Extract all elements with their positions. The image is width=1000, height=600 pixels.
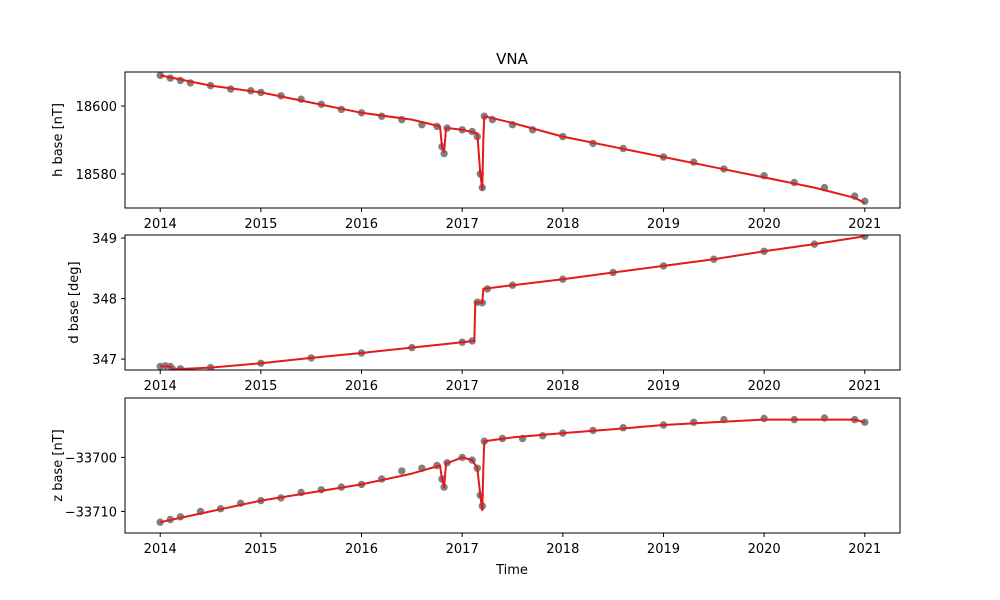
x-tick-label: 2021 bbox=[848, 542, 881, 557]
y-tick-label: 18600 bbox=[76, 100, 117, 115]
x-tick-label: 2021 bbox=[848, 217, 881, 232]
x-tick-label: 2019 bbox=[647, 217, 680, 232]
fit-line-3 bbox=[159, 418, 866, 524]
axis-frame-3 bbox=[124, 397, 901, 534]
y-tick-label: 347 bbox=[92, 353, 117, 368]
panel-3: 2014 2015 2016 2017 2018 2019 2020 2021 −33710 −3… bbox=[51, 397, 901, 557]
data-point bbox=[398, 467, 406, 475]
y-tick-label: −33700 bbox=[65, 451, 117, 466]
x-tick-label: 2019 bbox=[647, 542, 680, 557]
data-points-2 bbox=[156, 235, 869, 370]
plot-area-3 bbox=[156, 414, 869, 526]
x-tick-label: 2020 bbox=[748, 379, 781, 394]
x-tick-label: 2018 bbox=[546, 542, 579, 557]
plot-area-2 bbox=[156, 235, 869, 370]
x-tick-label: 2017 bbox=[446, 542, 479, 557]
x-tick-label: 2016 bbox=[345, 379, 378, 394]
data-point bbox=[760, 414, 768, 423]
axis-frame-1 bbox=[124, 71, 901, 209]
x-tick-label: 2014 bbox=[144, 217, 177, 232]
x-tick-label: 2015 bbox=[244, 379, 277, 394]
plot-area-1 bbox=[156, 72, 869, 205]
y-tick-label: −33710 bbox=[65, 505, 117, 520]
y-axis-label-2: d base [deg] bbox=[67, 261, 82, 343]
x-tick-label: 2014 bbox=[144, 379, 177, 394]
panel-1: 2014 2015 2016 2017 2018 2019 2020 2021 18580 186… bbox=[51, 71, 901, 232]
y-tick-label: 18580 bbox=[76, 168, 117, 183]
fit-line-1 bbox=[160, 74, 866, 204]
x-tick-label: 2016 bbox=[345, 542, 378, 557]
x-tick-label: 2016 bbox=[345, 217, 378, 232]
x-tick-label: 2015 bbox=[244, 217, 277, 232]
y-axis-label-1: h base [nT] bbox=[51, 103, 66, 177]
y-axis-label-3: z base [nT] bbox=[51, 429, 66, 501]
data-points-3 bbox=[156, 414, 869, 526]
x-tick-label: 2015 bbox=[244, 542, 277, 557]
y-tick-label: 348 bbox=[92, 293, 117, 308]
x-axis-label: Time bbox=[495, 563, 528, 578]
x-tick-label: 2017 bbox=[446, 379, 479, 394]
x-tick-label: 2014 bbox=[144, 542, 177, 557]
x-tick-label: 2021 bbox=[848, 379, 881, 394]
x-tick-label: 2017 bbox=[446, 217, 479, 232]
fit-line-2 bbox=[160, 235, 865, 370]
x-tick-label: 2018 bbox=[546, 379, 579, 394]
x-tick-label: 2020 bbox=[748, 542, 781, 557]
x-tick-label: 2018 bbox=[546, 217, 579, 232]
panels-group: 2014 2015 2016 2017 2018 2019 2020 2021 18580 186… bbox=[51, 71, 901, 557]
axis-frame-2 bbox=[124, 234, 901, 371]
panel-2: 2014 2015 2016 2017 2018 2019 2020 2021 347 348 34… bbox=[67, 232, 901, 394]
chart-title: VNA bbox=[496, 50, 528, 68]
x-tick-label: 2020 bbox=[748, 217, 781, 232]
y-tick-label: 349 bbox=[92, 232, 117, 247]
x-tick-label: 2019 bbox=[647, 379, 680, 394]
